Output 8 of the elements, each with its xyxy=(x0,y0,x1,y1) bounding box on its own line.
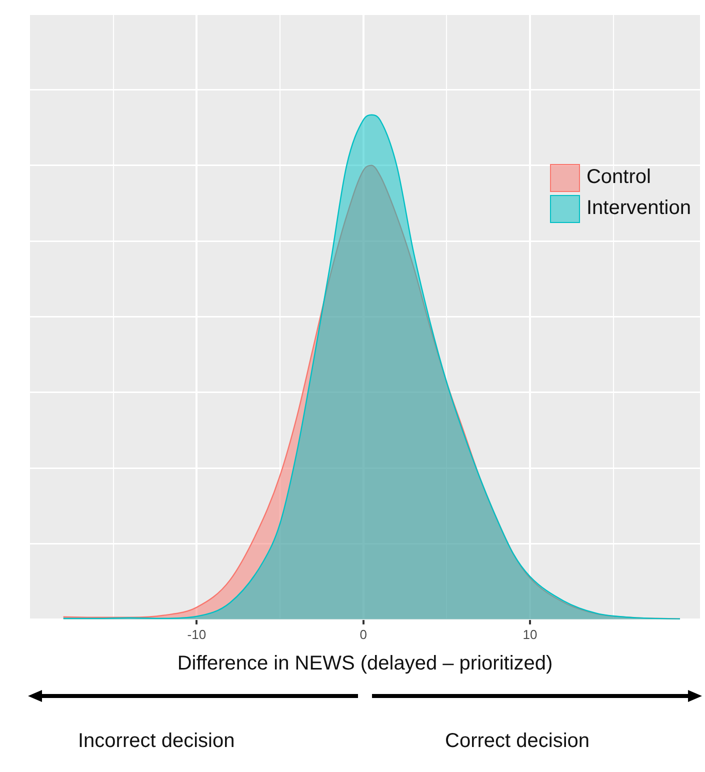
legend-label: Intervention xyxy=(586,197,691,220)
x-axis-title: Difference in NEWS (delayed – prioritized) xyxy=(177,652,553,675)
legend-label: Control xyxy=(586,166,651,189)
text: Incorrect decision xyxy=(78,730,235,753)
x-tick-label: -10 xyxy=(187,626,206,642)
x-tick-label: 10 xyxy=(522,626,538,642)
x-tick-label: 0 xyxy=(360,626,367,642)
text: Correct decision xyxy=(445,730,590,753)
